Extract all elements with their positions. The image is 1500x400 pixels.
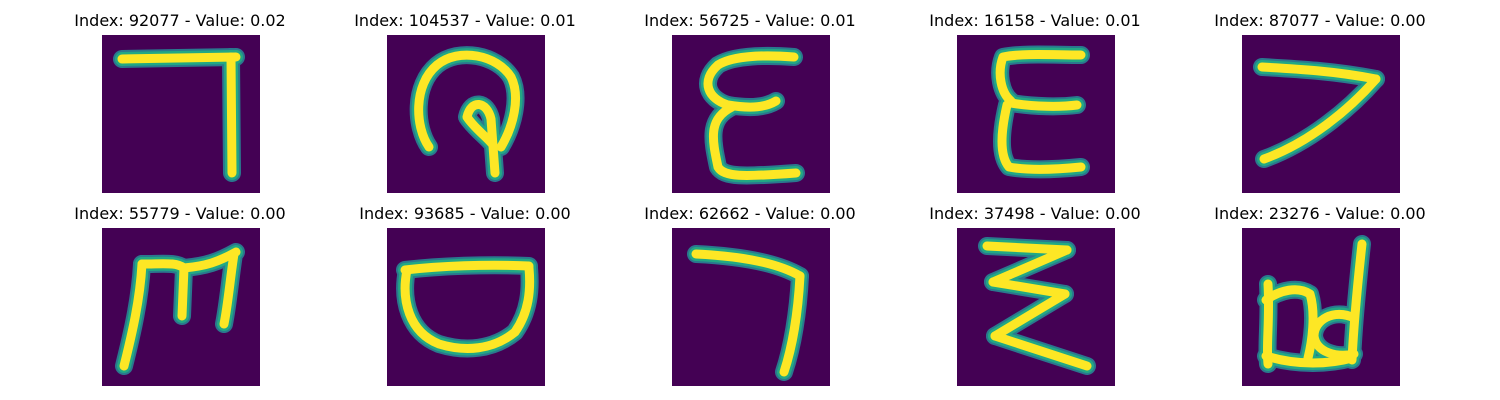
handwritten-glyph-image <box>387 228 545 386</box>
glyph-stroke-core <box>119 259 147 371</box>
glyph-loop-with-stem <box>387 35 545 193</box>
image-panel: Index: 104537 - Value: 0.01 <box>350 11 580 193</box>
glyph-stroke-core <box>990 331 1092 371</box>
glyph-stroke-core <box>703 51 799 110</box>
glyph-stroke-core <box>117 52 241 64</box>
glyph-stroke-core <box>708 102 801 180</box>
glyph-stroke-core <box>990 289 1070 341</box>
panel-title: Index: 92077 - Value: 0.02 <box>74 11 286 30</box>
handwritten-glyph-image <box>957 35 1115 193</box>
glyph-stroke-core <box>1309 309 1359 360</box>
glyph-stroke-core <box>691 249 805 281</box>
panel-title: Index: 104537 - Value: 0.01 <box>354 11 576 30</box>
image-panel: Index: 92077 - Value: 0.02 <box>65 11 295 193</box>
handwritten-glyph-image <box>1242 35 1400 193</box>
glyph-stroke-core <box>1259 74 1381 164</box>
handwritten-glyph-image <box>672 35 830 193</box>
handwritten-glyph-image <box>387 35 545 193</box>
glyph-stroke-core <box>400 260 534 275</box>
glyph-seven-like-slanted <box>1242 35 1400 193</box>
handwritten-glyph-image <box>957 228 1115 386</box>
glyph-zigzag-like <box>957 228 1115 386</box>
handwritten-glyph-image <box>672 228 830 386</box>
image-panel: Index: 55779 - Value: 0.00 <box>65 204 295 386</box>
glyph-stroke-core <box>779 271 805 377</box>
glyph-m-like <box>102 228 260 386</box>
image-panel: Index: 23276 - Value: 0.00 <box>1205 204 1435 386</box>
image-panel: Index: 93685 - Value: 0.00 <box>350 204 580 386</box>
glyph-stroke-core <box>226 52 237 178</box>
glyph-stroke-core <box>988 245 1072 287</box>
panel-title: Index: 37498 - Value: 0.00 <box>929 204 1141 223</box>
panel-title: Index: 55779 - Value: 0.00 <box>74 204 286 223</box>
glyph-stroke-core <box>400 263 535 353</box>
glyph-stroke-core <box>462 100 500 178</box>
glyph-stroke-core <box>137 259 189 273</box>
glyph-stroke-core <box>982 241 1072 255</box>
glyph-stroke-core <box>995 50 1086 106</box>
panel-title: Index: 56725 - Value: 0.01 <box>644 11 856 30</box>
image-panel: Index: 16158 - Value: 0.01 <box>920 11 1150 193</box>
image-panel: Index: 37498 - Value: 0.00 <box>920 204 1150 386</box>
glyph-stroke-core <box>997 100 1086 174</box>
glyph-stroke-core <box>1257 62 1381 84</box>
handwritten-glyph-image <box>1242 228 1400 386</box>
panel-title: Index: 23276 - Value: 0.00 <box>1214 204 1426 223</box>
glyph-stroke-core <box>1006 98 1082 111</box>
panel-title: Index: 62662 - Value: 0.00 <box>644 204 856 223</box>
glyph-stroke-core <box>219 249 239 329</box>
image-panel: Index: 62662 - Value: 0.00 <box>635 204 865 386</box>
handwritten-glyph-image <box>102 35 260 193</box>
glyph-b-d-like <box>1242 228 1400 386</box>
panel-title: Index: 87077 - Value: 0.00 <box>1214 11 1426 30</box>
glyph-seven-like-corner <box>102 35 260 193</box>
glyph-stroke-core <box>988 277 1070 299</box>
glyph-bowl-like <box>387 228 545 386</box>
glyph-stroke-core <box>414 50 521 152</box>
image-panel: Index: 56725 - Value: 0.01 <box>635 11 865 193</box>
panel-title: Index: 93685 - Value: 0.00 <box>359 204 571 223</box>
handwritten-glyph-image <box>102 228 260 386</box>
glyph-seven-like-hook <box>672 228 830 386</box>
glyph-stroke-core <box>177 263 189 321</box>
panel-title: Index: 16158 - Value: 0.01 <box>929 11 1141 30</box>
glyph-stroke-core <box>1347 239 1367 365</box>
image-panel: Index: 87077 - Value: 0.00 <box>1205 11 1435 193</box>
glyph-epsilon-like <box>672 35 830 193</box>
glyph-e-like <box>957 35 1115 193</box>
